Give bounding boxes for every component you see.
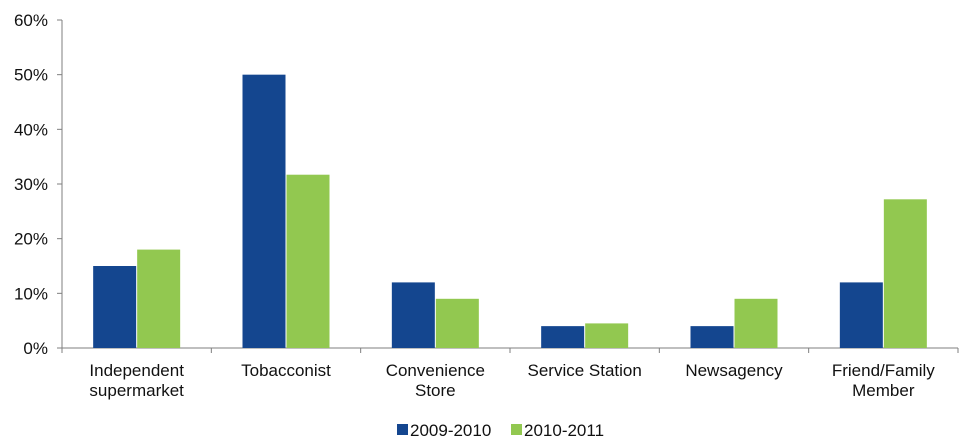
legend-label-1: 2010-2011 [524, 421, 604, 439]
y-tick-label: 0% [23, 339, 48, 358]
bars [93, 74, 927, 349]
y-tick-label: 30% [14, 175, 48, 194]
bar-2009-2010-2 [391, 282, 435, 348]
x-tick-label: Independent [89, 361, 184, 380]
y-tick-label: 40% [14, 120, 48, 139]
bar-2009-2010-3 [541, 326, 585, 348]
x-tick-label: Store [415, 381, 456, 400]
x-tick-label: Newsagency [685, 361, 783, 380]
bar-2010-2011-1 [286, 174, 330, 348]
x-tick-label: Tobacconist [241, 361, 331, 380]
bar-2009-2010-0 [93, 266, 137, 348]
x-tick-label: Convenience [386, 361, 485, 380]
bar-2010-2011-3 [585, 323, 629, 348]
bar-2010-2011-2 [435, 298, 479, 348]
y-tick-label: 60% [14, 11, 48, 30]
x-axis [61, 347, 959, 353]
bar-2010-2011-0 [137, 249, 181, 348]
bar-2010-2011-5 [883, 199, 927, 348]
legend-label-0: 2009-2010 [410, 421, 491, 439]
x-tick-label: supermarket [89, 381, 184, 400]
legend: 2009-2010 2010-2011 [397, 421, 604, 439]
bar-2010-2011-4 [734, 298, 778, 348]
y-axis: 0% 10% 20% 30% 40% 50% 60% [14, 11, 63, 358]
legend-swatch-1 [511, 424, 522, 435]
bar-2009-2010-4 [690, 326, 734, 348]
x-tick-label: Service Station [527, 361, 641, 380]
x-tick-label: Member [852, 381, 915, 400]
legend-swatch-0 [397, 424, 408, 435]
y-tick-label: 50% [14, 66, 48, 85]
bar-2009-2010-5 [839, 282, 883, 348]
y-tick-label: 20% [14, 230, 48, 249]
y-tick-label: 10% [14, 284, 48, 303]
x-tick-label: Friend/Family [832, 361, 935, 380]
bar-2009-2010-1 [242, 74, 286, 349]
